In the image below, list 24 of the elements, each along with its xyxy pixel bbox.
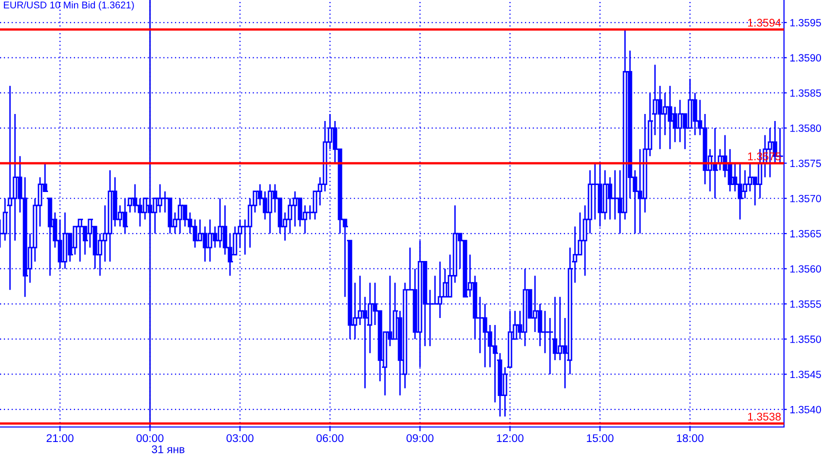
- x-tick-label: 03:00: [226, 434, 254, 442]
- x-tick-label: 18:00: [676, 434, 704, 442]
- x-tick-label: 15:00: [586, 434, 614, 442]
- chart-title: EUR/USD 10 Min Bid (1.3621): [4, 1, 134, 10]
- x-tick-label: 06:00: [316, 434, 344, 442]
- y-tick-label: 1.3560: [790, 265, 822, 273]
- y-tick-label: 1.3540: [790, 406, 822, 414]
- y-tick-label: 1.3590: [790, 54, 822, 62]
- y-tick-label: 1.3580: [790, 124, 822, 132]
- y-tick-label: 1.3585: [790, 89, 821, 97]
- y-tick-label: 1.3550: [790, 336, 822, 343]
- ref-line-label: 1.3538: [748, 412, 781, 421]
- ref-line-label: 31 янв: [152, 445, 184, 454]
- y-tick-label: 1.3545: [790, 370, 821, 378]
- x-tick-label: 12:00: [496, 434, 524, 442]
- x-tick-label: 09:00: [406, 434, 434, 442]
- x-tick-label: 21:00: [46, 434, 74, 442]
- y-tick-label: 1.3575: [790, 160, 821, 168]
- y-tick-label: 1.3570: [790, 194, 822, 202]
- y-tick-label: 1.3565: [790, 230, 821, 238]
- x-tick-label: 00:00: [136, 434, 164, 442]
- y-tick-label: 1.3555: [790, 300, 821, 308]
- y-tick-label: 1.3595: [790, 19, 821, 26]
- ref-line-label: 1.3594: [748, 18, 781, 27]
